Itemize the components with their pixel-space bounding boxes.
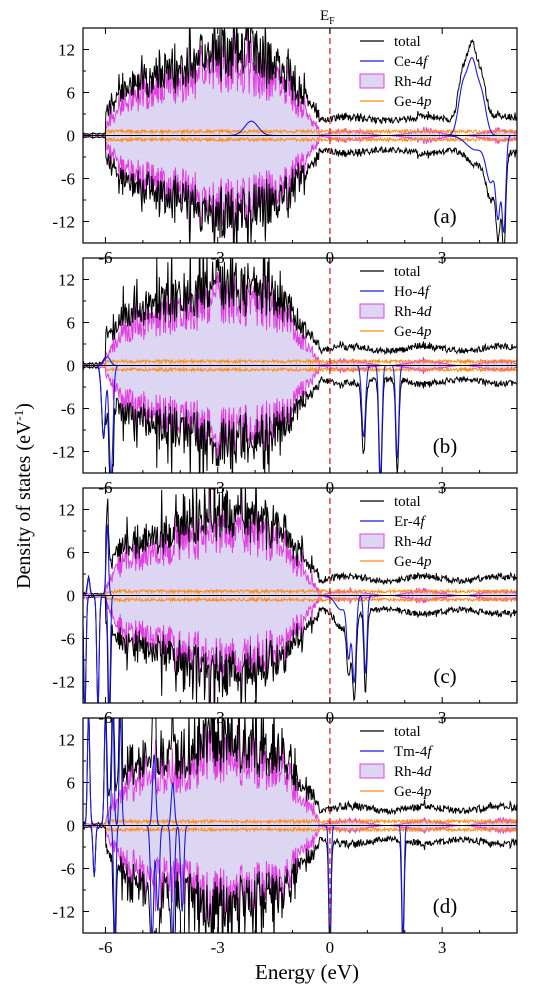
total-line-up	[83, 28, 517, 136]
rh-4d-fill-down	[83, 135, 517, 243]
y-tick-label: -6	[61, 630, 75, 649]
plot-area	[83, 28, 517, 243]
panel-label: (d)	[433, 894, 458, 918]
ge-4p-line-up	[83, 587, 517, 596]
y-tick-label: 0	[67, 817, 76, 836]
total-line-down	[83, 365, 517, 473]
ge-4p-line-down	[83, 135, 517, 144]
legend-label: Rh-4d	[394, 304, 432, 320]
ge-4p-line-down	[83, 825, 517, 834]
y-tick-label: 0	[67, 127, 76, 146]
panel-label: (b)	[433, 434, 458, 458]
legend-label: Ce-4f	[394, 54, 429, 70]
legend-label: total	[394, 494, 421, 510]
y-tick-label: -12	[52, 443, 75, 462]
y-tick-label: 12	[58, 271, 75, 290]
legend-label: Tm-4f	[394, 744, 433, 760]
legend-label: Rh-4d	[394, 764, 432, 780]
legend-label: Ge-4p	[394, 324, 432, 340]
panel-4: 12 6 0 -6 -12 -6 -3 0 3 (d) total Tm-4f Rh-4d Ge-4p	[52, 717, 518, 957]
panel-label: (a)	[433, 204, 456, 228]
legend-label: total	[394, 724, 421, 740]
total-line-up	[83, 258, 517, 366]
total-line-down	[83, 595, 517, 703]
plot-area	[83, 258, 517, 473]
legend-label: Ge-4p	[394, 554, 432, 570]
rh-4d-line-down	[83, 134, 517, 243]
y-tick-label: -6	[61, 860, 75, 879]
x-tick-label: 0	[326, 938, 335, 957]
x-tick-label: 3	[438, 938, 447, 957]
ge-4p-line-down	[83, 365, 517, 374]
total-line-up	[83, 718, 517, 826]
x-tick-label: -3	[211, 938, 225, 957]
y-tick-label: 0	[67, 357, 76, 376]
y-tick-label: -6	[61, 400, 75, 419]
total-line-up	[83, 488, 517, 596]
legend-label: Ge-4p	[394, 94, 432, 110]
legend-label: Rh-4d	[394, 74, 432, 90]
rh-4d-line-up	[83, 28, 517, 137]
rh-4d-fill-down	[83, 595, 517, 703]
y-tick-label: -12	[52, 213, 75, 232]
x-axis-label: Energy (eV)	[255, 960, 359, 984]
rh-4d-fill-down	[83, 825, 517, 933]
legend-label: Ge-4p	[394, 784, 432, 800]
rh-4d-line-up	[83, 258, 517, 366]
y-axis-label-sup: -1	[11, 410, 26, 421]
x-tick-label: -6	[98, 938, 112, 957]
y-tick-label: -6	[61, 170, 75, 189]
rh-4d-fill-up	[83, 258, 517, 366]
legend-swatch-rh	[359, 533, 385, 549]
plot-area	[83, 718, 517, 933]
legend-swatch-rh	[359, 763, 385, 779]
legend-label: Rh-4d	[394, 534, 432, 550]
legend-label: total	[394, 34, 421, 50]
total-line-down	[83, 825, 517, 933]
plot-area	[83, 488, 517, 703]
rh-4d-line-up	[83, 488, 517, 596]
rh-4d-fill-down	[83, 365, 517, 473]
fermi-label-sub: F	[329, 16, 335, 27]
ge-4p-line-up	[83, 817, 517, 826]
y-tick-label: 12	[58, 731, 75, 750]
ge-4p-line-up	[83, 357, 517, 366]
y-tick-label: 12	[58, 501, 75, 520]
y-tick-label: 6	[67, 84, 76, 103]
y-tick-label: 6	[67, 774, 76, 793]
total-line-down	[83, 135, 517, 243]
y-axis-label: Density of states (eV-1)	[11, 403, 35, 589]
ge-4p-line-down	[83, 595, 517, 604]
fermi-label: EF	[320, 8, 335, 27]
y-tick-label: 12	[58, 41, 75, 60]
ge-4p-line-up	[83, 127, 517, 136]
y-tick-label: 6	[67, 314, 76, 333]
legend-label: Er-4f	[394, 514, 426, 530]
rh-4d-fill-up	[83, 28, 517, 136]
legend-label: Ho-4f	[394, 284, 431, 300]
legend-label: total	[394, 264, 421, 280]
y-tick-label: -12	[52, 903, 75, 922]
rh-4d-line-down	[83, 365, 517, 473]
panel-label: (c)	[433, 664, 456, 688]
rh-4d-fill-up	[83, 718, 517, 826]
y-tick-label: 6	[67, 544, 76, 563]
legend-swatch-rh	[359, 303, 385, 319]
legend-swatch-rh	[359, 73, 385, 89]
rh-4d-line-down	[83, 595, 517, 703]
y-tick-label: -12	[52, 673, 75, 692]
y-tick-label: 0	[67, 587, 76, 606]
rh-4d-fill-up	[83, 488, 517, 596]
